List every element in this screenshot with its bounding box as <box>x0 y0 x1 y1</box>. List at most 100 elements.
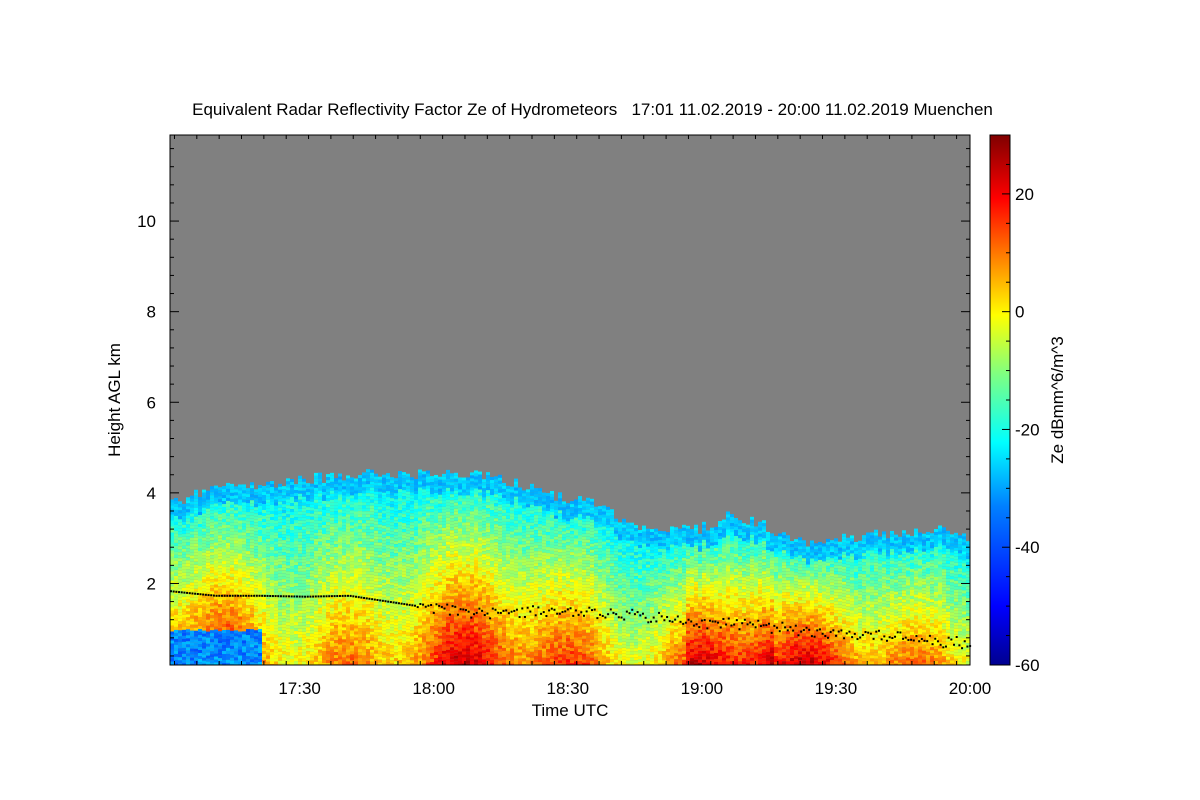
cloud-base-point <box>234 594 237 597</box>
cloud-base-point <box>365 597 368 600</box>
cloud-base-point <box>293 595 296 598</box>
cloud-base-point <box>762 624 765 627</box>
cloud-base-point <box>462 608 465 611</box>
cloud-base-point <box>497 611 500 614</box>
cloud-base-point <box>553 608 556 611</box>
cloud-base-point <box>950 638 953 641</box>
cloud-base-point <box>486 612 489 615</box>
cloud-base-point <box>864 631 867 634</box>
cloud-base-point <box>612 611 615 614</box>
cloud-base-point <box>609 608 612 611</box>
cloud-base-point <box>346 594 349 597</box>
cloud-base-point <box>851 636 854 639</box>
cloud-base-point <box>735 619 738 622</box>
cloud-base-point <box>381 599 384 602</box>
cloud-base-point <box>180 591 183 594</box>
cloud-base-point <box>422 603 425 606</box>
cloud-base-point <box>593 608 596 611</box>
cloud-base-point <box>848 630 851 633</box>
cloud-base-point <box>387 600 390 603</box>
x-tick-label: 18:30 <box>546 679 589 698</box>
colorbar-axis: 20 0 -20 -40 -60 <box>1002 134 1040 675</box>
cloud-base-point <box>212 594 215 597</box>
cloud-base-point <box>473 613 476 616</box>
cloud-base-point <box>711 620 714 623</box>
cloud-base-point <box>411 604 414 607</box>
cloud-base-point <box>835 634 838 637</box>
cloud-base-point <box>912 639 915 642</box>
cloud-base-point <box>749 621 752 624</box>
cloud-base-point <box>733 623 736 626</box>
cloud-base-point <box>330 595 333 598</box>
cloud-base-point <box>223 594 226 597</box>
cloud-base-point <box>596 617 599 620</box>
cloud-base-point <box>392 601 395 604</box>
cloud-base-point <box>867 631 870 634</box>
cloud-base-point <box>548 609 551 612</box>
cloud-base-point <box>432 611 435 614</box>
cloud-base-point <box>475 611 478 614</box>
cloud-base-point <box>625 610 628 613</box>
cloud-base-point <box>700 619 703 622</box>
y-tick-label: 6 <box>147 393 156 412</box>
cloud-base-point <box>727 617 730 620</box>
cloud-base-point <box>888 636 891 639</box>
cloud-base-point <box>781 621 784 624</box>
cloud-base-point <box>869 632 872 635</box>
y-tick-label: 2 <box>147 574 156 593</box>
y-tick-label: 4 <box>147 484 156 503</box>
cloud-base-point <box>899 631 902 634</box>
cloud-base-markers <box>170 590 972 650</box>
reflectivity-field <box>170 469 970 665</box>
cloud-base-point <box>371 598 374 601</box>
cloud-base-point <box>261 594 264 597</box>
cloud-base-point <box>491 607 494 610</box>
cloud-base-point <box>824 635 827 638</box>
cloud-base-point <box>802 629 805 632</box>
cloud-base-point <box>607 613 610 616</box>
cloud-base-point <box>515 608 518 611</box>
cloud-base-point <box>368 597 371 600</box>
cloud-base-point <box>478 607 481 610</box>
cloud-base-point <box>770 631 773 634</box>
cloud-base-point <box>269 594 272 597</box>
cloud-base-point <box>440 605 443 608</box>
cloud-base-point <box>738 628 741 631</box>
cloud-base-point <box>191 592 194 595</box>
cloud-base-point <box>655 620 658 623</box>
colorbar-tick-label: 0 <box>1015 303 1024 322</box>
cloud-base-point <box>352 595 355 598</box>
cloud-base-point <box>454 605 457 608</box>
cloud-base-point <box>601 614 604 617</box>
cloud-base-point <box>955 636 958 639</box>
cloud-base-point <box>615 613 618 616</box>
cloud-base-point <box>894 635 897 638</box>
cloud-base-point <box>438 604 441 607</box>
cloud-base-point <box>813 635 816 638</box>
cloud-base-point <box>499 611 502 614</box>
cloud-base-point <box>666 616 669 619</box>
plot-frame <box>169 134 971 666</box>
x-axis: 17:30 18:00 18:30 19:00 19:30 20:00 <box>173 135 991 698</box>
cloud-base-point <box>853 632 856 635</box>
cloud-base-point <box>456 613 459 616</box>
cloud-base-point <box>931 643 934 646</box>
cloud-base-point <box>623 618 626 621</box>
cloud-base-point <box>202 593 205 596</box>
cloud-base-point <box>883 635 886 638</box>
cloud-base-point <box>215 594 218 597</box>
cloud-base-point <box>424 605 427 608</box>
cloud-base-point <box>513 609 516 612</box>
cloud-base-point <box>690 620 693 623</box>
cloud-base-point <box>263 594 266 597</box>
cloud-base-point <box>518 616 521 619</box>
cloud-base-point <box>250 594 253 597</box>
cloud-base-point <box>725 623 728 626</box>
cloud-base-point <box>706 627 709 630</box>
cloud-base-point <box>639 614 642 617</box>
cloud-base-point <box>317 595 320 598</box>
cloud-base-point <box>832 629 835 632</box>
x-axis-label: Time UTC <box>532 701 609 720</box>
cloud-base-point <box>376 598 379 601</box>
colorbar-label: Ze dBmm^6/m^3 <box>1048 336 1067 463</box>
